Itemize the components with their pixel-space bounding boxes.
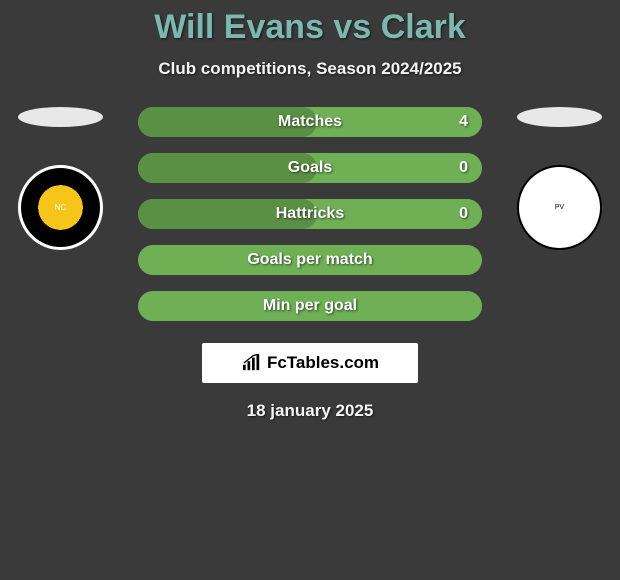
branding-text: FcTables.com (267, 353, 379, 373)
stat-bar-label: Matches (138, 113, 482, 131)
stat-bar-row: Goals per match (138, 245, 482, 275)
stat-bars: Matches4Goals0Hattricks0Goals per matchM… (138, 107, 482, 337)
player-right-ellipse (517, 107, 602, 127)
footer-date: 18 january 2025 (0, 401, 620, 421)
stat-bar-row: Hattricks0 (138, 199, 482, 229)
chart-icon (241, 354, 263, 372)
stat-bar-label: Min per goal (138, 297, 482, 315)
stat-bar-label: Hattricks (138, 205, 482, 223)
club-badge-left-text: NC (55, 203, 67, 212)
branding-box: FcTables.com (202, 343, 418, 383)
player-left-ellipse (18, 107, 103, 127)
comparison-area: NC PV Matches4Goals0Hattricks0Goals per … (0, 107, 620, 327)
stat-bar-label: Goals (138, 159, 482, 177)
club-badge-left: NC (18, 165, 103, 250)
club-badge-right-text: PV (555, 204, 564, 211)
stat-bar-row: Matches4 (138, 107, 482, 137)
stat-bar-row: Goals0 (138, 153, 482, 183)
stat-bar-value: 4 (459, 113, 468, 131)
club-badge-right: PV (517, 165, 602, 250)
page-subtitle: Club competitions, Season 2024/2025 (0, 59, 620, 79)
stat-bar-label: Goals per match (138, 251, 482, 269)
page-title: Will Evans vs Clark (0, 0, 620, 47)
stat-bar-value: 0 (459, 159, 468, 177)
stat-bar-value: 0 (459, 205, 468, 223)
stat-bar-row: Min per goal (138, 291, 482, 321)
